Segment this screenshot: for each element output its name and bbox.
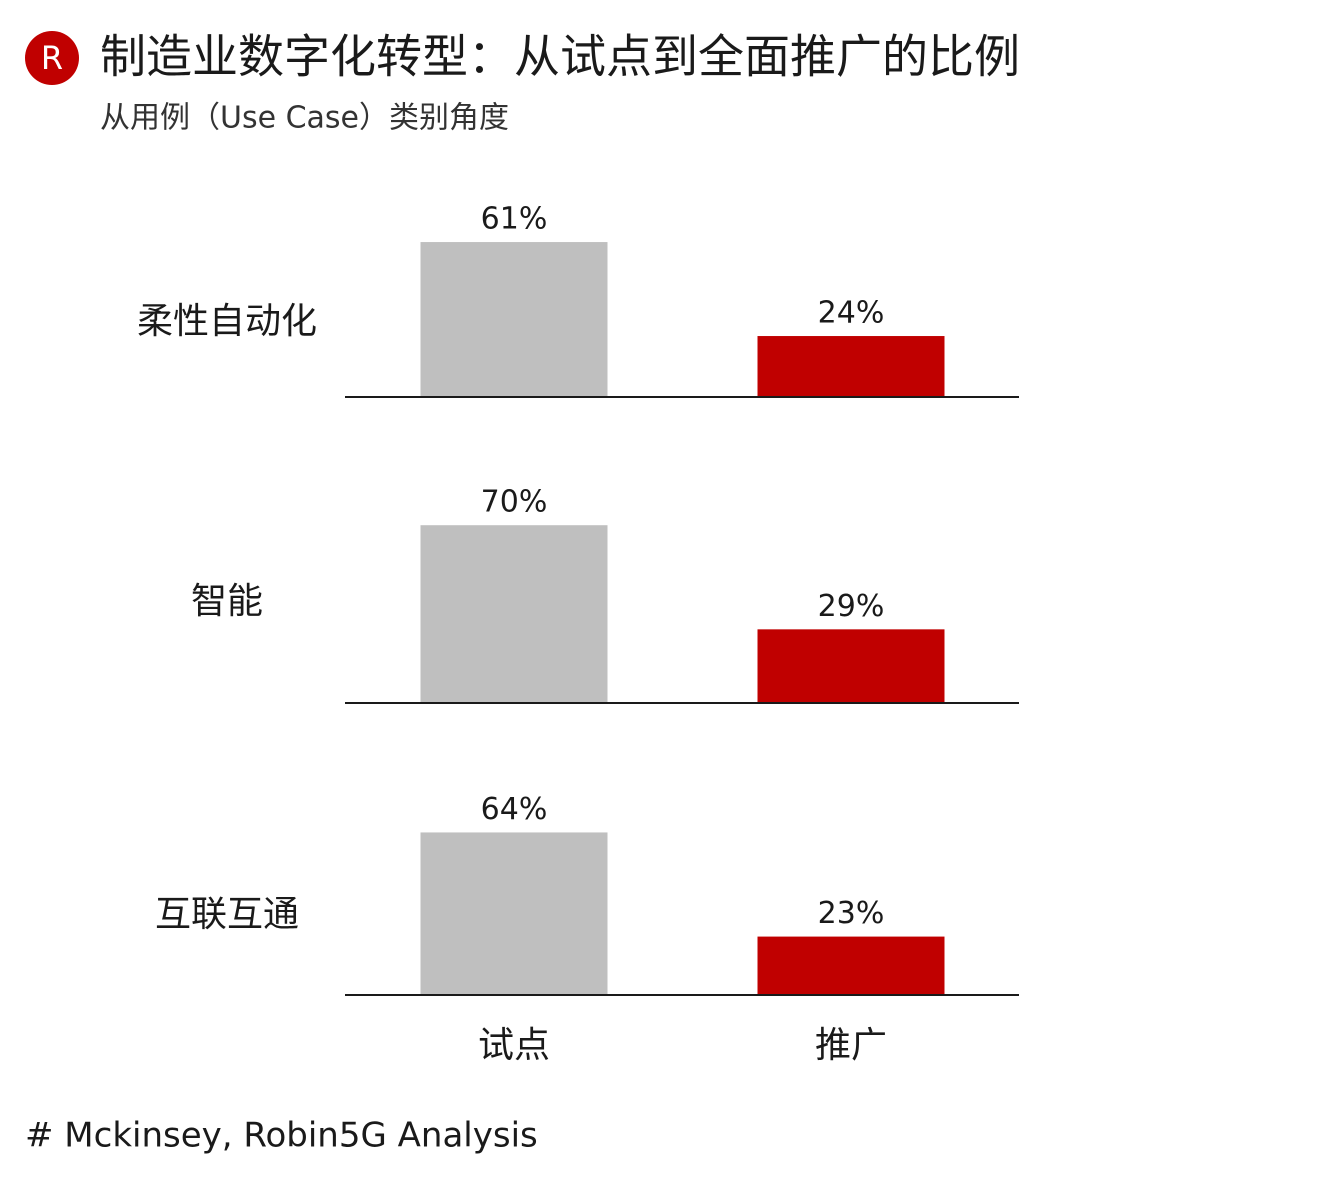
chart-subtitle: 从用例（Use Case）类别角度	[100, 101, 509, 136]
row-label: 互联互通	[155, 894, 299, 935]
value-label: 61%	[481, 202, 548, 237]
logo-badge	[25, 31, 79, 85]
bar	[757, 936, 945, 995]
bar	[757, 336, 945, 397]
value-label: 23%	[818, 896, 885, 931]
x-tick-label: 试点	[478, 1025, 550, 1066]
row-label: 智能	[191, 581, 263, 622]
chart-title: 制造业数字化转型：从试点到全面推广的比例	[100, 30, 1020, 84]
logo-letter: R	[41, 39, 63, 77]
value-label: 64%	[481, 792, 548, 827]
x-tick-label: 推广	[815, 1025, 887, 1066]
bar	[757, 629, 945, 703]
source-note: # Mckinsey, Robin5G Analysis	[25, 1116, 538, 1156]
value-label: 70%	[481, 485, 548, 520]
bar	[420, 242, 608, 397]
value-label: 24%	[818, 296, 885, 331]
value-label: 29%	[818, 589, 885, 624]
bar	[420, 525, 608, 703]
row-label: 柔性自动化	[137, 301, 317, 342]
bar	[420, 832, 608, 995]
